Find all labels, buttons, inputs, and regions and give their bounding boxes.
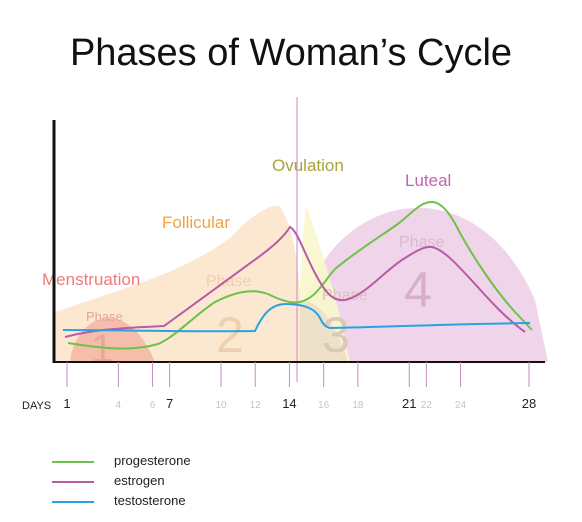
tick-label-day-10: 10 bbox=[215, 400, 227, 411]
x-axis-ticks: 1 4 6 7 10 12 14 16 18 21 22 24 28 bbox=[63, 362, 536, 411]
tick-label-day-14: 14 bbox=[282, 396, 296, 411]
series-line-estrogen bbox=[64, 225, 526, 338]
phase-label-follicular: Follicular bbox=[162, 213, 230, 232]
legend-swatch-testosterone bbox=[52, 501, 94, 503]
phase-2-word: Phase bbox=[206, 273, 251, 290]
legend-swatch-estrogen bbox=[52, 481, 94, 483]
phase-1-number: 1 bbox=[91, 327, 113, 371]
tick-label-day-22: 22 bbox=[421, 400, 433, 411]
tick-label-day-6: 6 bbox=[150, 400, 156, 411]
legend-label: testosterone bbox=[114, 493, 186, 508]
phase-label-menstruation: Menstruation bbox=[42, 270, 140, 289]
tick-label-day-12: 12 bbox=[250, 400, 262, 411]
legend-label: estrogen bbox=[114, 473, 165, 488]
series-line-testosterone bbox=[62, 302, 531, 333]
tick-label-day-1: 1 bbox=[63, 396, 70, 411]
tick-label-day-18: 18 bbox=[352, 400, 364, 411]
phase-label-ovulation: Ovulation bbox=[272, 156, 344, 175]
menstruation-phase-shape bbox=[70, 317, 155, 362]
tick-label-day-7: 7 bbox=[166, 396, 173, 411]
phase-4-number: 4 bbox=[404, 262, 432, 318]
diagram-title: Phases of Woman’s Cycle bbox=[69, 32, 513, 74]
x-axis-label: DAYS bbox=[22, 400, 51, 412]
tick-label-day-16: 16 bbox=[318, 400, 330, 411]
legend-swatch-progesterone bbox=[52, 461, 94, 463]
phase-3-number: 3 bbox=[322, 307, 350, 363]
phase-label-luteal: Luteal bbox=[405, 171, 451, 190]
ovulation-phase-overlap bbox=[300, 300, 348, 362]
legend-item-estrogen: estrogen bbox=[52, 472, 312, 492]
legend: progesterone estrogen testosterone bbox=[52, 452, 312, 512]
tick-label-day-28: 28 bbox=[522, 396, 536, 411]
legend-item-progesterone: progesterone bbox=[52, 452, 312, 472]
tick-label-day-21: 21 bbox=[402, 396, 416, 411]
legend-label: progesterone bbox=[114, 453, 191, 468]
phase-3-word: Phase bbox=[322, 287, 367, 304]
legend-item-testosterone: testosterone bbox=[52, 492, 312, 512]
tick-label-day-4: 4 bbox=[116, 400, 122, 411]
series-line-progesterone bbox=[67, 200, 533, 350]
phase-1-word: Phase bbox=[86, 309, 123, 324]
tick-label-day-24: 24 bbox=[455, 400, 467, 411]
phase-2-number: 2 bbox=[216, 307, 244, 363]
